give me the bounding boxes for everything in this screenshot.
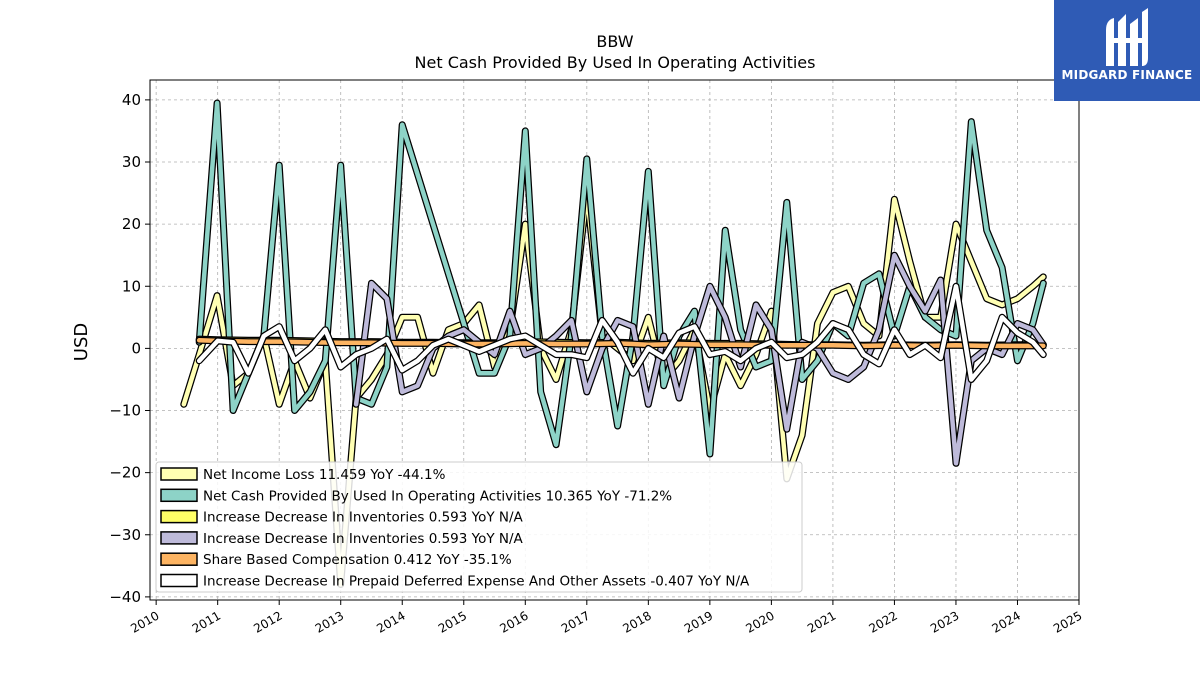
x-tick-label: 2011	[190, 608, 223, 635]
y-tick-label: 0	[131, 339, 141, 357]
legend-swatch	[160, 573, 198, 588]
x-tick-label: 2019	[682, 608, 715, 635]
x-tick-label: 2021	[805, 608, 838, 635]
legend-swatch	[160, 531, 198, 545]
x-tick-label: 2020	[743, 608, 776, 635]
x-tick-label: 2024	[990, 608, 1023, 635]
y-axis-label: USD	[71, 323, 92, 361]
y-tick-label: −10	[109, 402, 141, 420]
y-tick-label: 30	[122, 153, 141, 171]
legend-swatch	[160, 509, 198, 524]
plot-frame	[149, 79, 1080, 601]
legend-label: Net Income Loss 11.459 YoY -44.1%	[203, 467, 446, 483]
legend-box	[155, 461, 803, 593]
series-line	[196, 284, 1046, 382]
series-3	[352, 251, 1047, 467]
x-tick-label: 2022	[866, 608, 899, 635]
legend-swatch	[160, 467, 198, 481]
logo-text: MIDGARD FINANCE	[1061, 68, 1193, 82]
brand-logo: MIDGARD FINANCE	[1054, 0, 1200, 101]
y-tick-label: −30	[109, 526, 141, 544]
series-line	[353, 252, 1046, 466]
y-tick-label: −40	[109, 588, 141, 606]
x-tick-label: 2025	[1051, 608, 1084, 635]
midgard-logo-icon	[1106, 8, 1148, 66]
x-tick-label: 2010	[128, 608, 161, 635]
legend-swatch	[160, 552, 198, 566]
legend-label: Increase Decrease In Prepaid Deferred Ex…	[203, 574, 750, 590]
x-tick-label: 2018	[620, 608, 653, 635]
x-tick-label: 2012	[251, 608, 284, 635]
x-tick-label: 2023	[928, 608, 961, 635]
series-line	[196, 100, 1046, 457]
y-tick-label: 40	[122, 91, 141, 109]
x-tick-label: 2017	[559, 608, 592, 635]
legend-label: Share Based Compensation 0.412 YoY -35.1…	[203, 552, 512, 568]
x-tick-label: 2015	[436, 608, 469, 635]
chart-subtitle: Net Cash Provided By Used In Operating A…	[415, 53, 816, 72]
x-tick-label: 2016	[497, 608, 530, 635]
legend-label: Increase Decrease In Inventories 0.593 Y…	[203, 510, 524, 526]
series-1	[195, 99, 1047, 458]
y-tick-label: −20	[109, 464, 141, 482]
legend-swatch	[160, 488, 198, 503]
series-5	[195, 282, 1047, 383]
legend-label: Net Cash Provided By Used In Operating A…	[203, 488, 672, 504]
x-tick-label: 2014	[374, 608, 407, 635]
chart-title: BBW	[596, 32, 633, 51]
y-tick-label: 20	[122, 215, 141, 233]
y-tick-label: 10	[122, 277, 141, 295]
x-tick-label: 2013	[313, 608, 346, 635]
legend-label: Increase Decrease In Inventories 0.593 Y…	[203, 531, 524, 547]
